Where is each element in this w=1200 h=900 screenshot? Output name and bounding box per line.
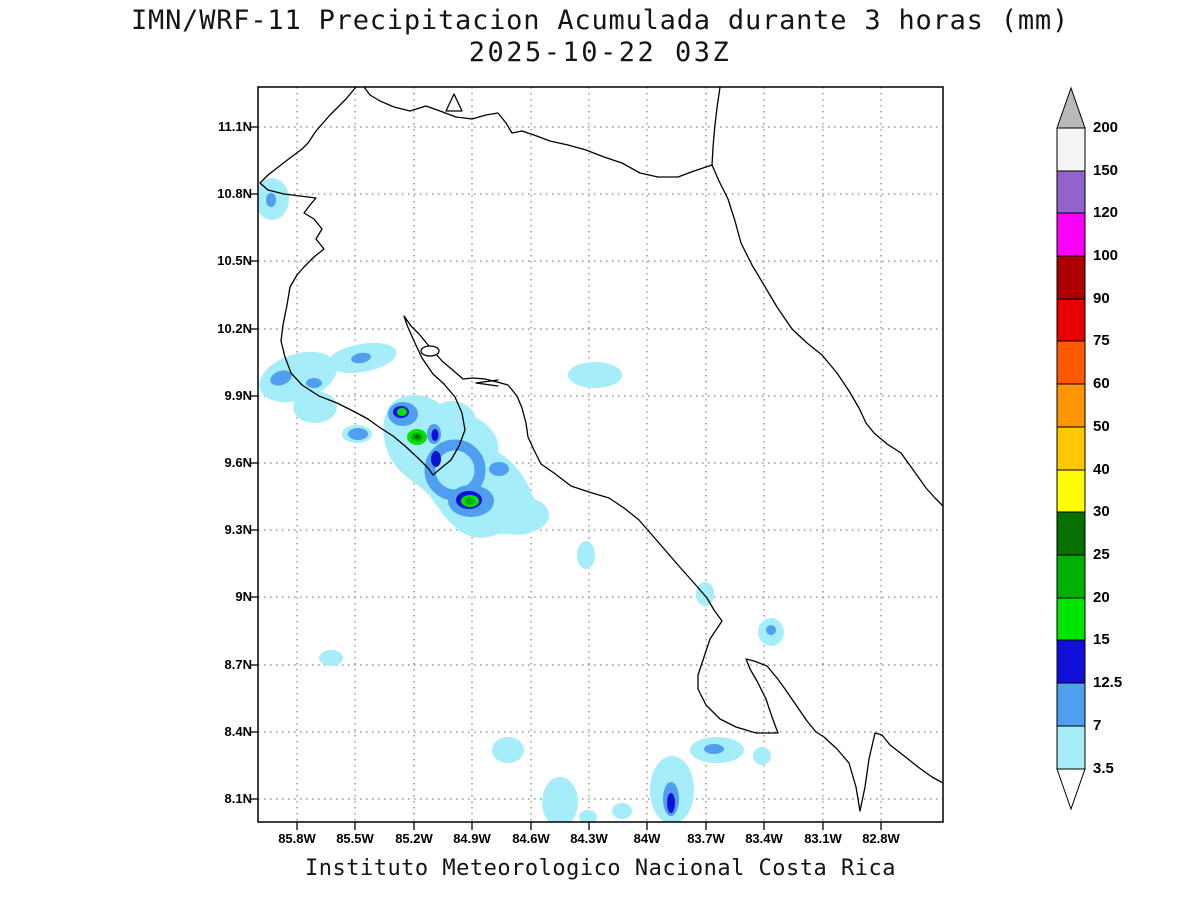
colorbar-band	[1056, 469, 1086, 513]
lat-lon-grid	[258, 87, 943, 822]
colorbar-band	[1056, 298, 1086, 342]
map-canvas	[250, 86, 944, 830]
x-axis-tick-label: 83.4W	[745, 831, 783, 846]
precip-band-25-30	[414, 434, 420, 440]
y-axis-tick-label: 8.4N	[224, 724, 252, 739]
colorbar-band	[1056, 682, 1086, 727]
y-axis-tick-label: 9.3N	[224, 522, 252, 537]
x-axis-tick-label: 85.2W	[395, 831, 433, 846]
colorbar-tick-label: 150	[1093, 162, 1119, 179]
precip-shading	[258, 178, 784, 822]
colorbar-band	[1056, 170, 1086, 214]
y-axis-tick-label: 9N	[235, 589, 252, 604]
colorbar-band	[1056, 340, 1086, 385]
colorbar-tick-label: 20	[1093, 589, 1110, 606]
y-axis-tick-label: 9.9N	[224, 388, 252, 403]
y-axis-tick-label: 10.2N	[217, 321, 252, 336]
figure-title: IMN/WRF-11 Precipitacion Acumulada duran…	[0, 5, 1200, 68]
colorbar-band	[1056, 426, 1086, 471]
colorbar-tick-label: 25	[1093, 546, 1110, 563]
colorbar-tick-label: 120	[1093, 204, 1119, 221]
x-axis-tick-label: 83.1W	[804, 831, 842, 846]
colorbar-tick-label: 7	[1093, 717, 1102, 734]
x-axis-tick-label: 84.6W	[512, 831, 550, 846]
y-axis-tick-label: 9.6N	[224, 455, 252, 470]
axis-ticks	[250, 126, 882, 830]
y-axis-tick-label: 10.5N	[217, 253, 252, 268]
y-axis-tick-label: 10.8N	[217, 186, 252, 201]
colorbar	[1056, 86, 1086, 811]
colorbar-band	[1056, 511, 1086, 556]
lake-nicaragua-shore	[363, 87, 713, 178]
figure-title-line2: 2025-10-22 03Z	[468, 37, 732, 68]
colorbar-tick-label: 30	[1093, 503, 1110, 520]
precip-band-3p5-7	[258, 178, 784, 822]
colorbar-tick-label: 40	[1093, 461, 1110, 478]
lake-island	[445, 93, 463, 112]
x-axis-tick-label: 83.7W	[687, 831, 725, 846]
coastline-caribbean	[711, 87, 943, 507]
chira-island	[420, 345, 440, 357]
x-axis-tick-label: 82.8W	[862, 831, 900, 846]
y-axis-tick-label: 8.1N	[224, 791, 252, 806]
colorbar-tick-label: 90	[1093, 290, 1110, 307]
colorbar-band	[1056, 597, 1086, 641]
coastline-pacific	[259, 87, 943, 812]
colorbar-arrow-below-min	[1056, 768, 1086, 811]
y-axis-tick-label: 11.1N	[218, 119, 252, 134]
colorbar-tick-label: 15	[1093, 631, 1110, 648]
colorbar-tick-label: 3.5	[1093, 760, 1114, 777]
colorbar-tick-label: 100	[1093, 247, 1119, 264]
colorbar-tick-label: 60	[1093, 375, 1110, 392]
colorbar-arrow-above-max	[1056, 86, 1086, 129]
colorbar-tick-label: 200	[1093, 119, 1119, 136]
plot-frame	[257, 86, 944, 823]
colorbar-band	[1056, 255, 1086, 300]
x-axis-tick-label: 84.9W	[453, 831, 491, 846]
x-axis-tick-label: 85.5W	[336, 831, 374, 846]
colorbar-band	[1056, 725, 1086, 770]
colorbar-band	[1056, 383, 1086, 428]
colorbar-band	[1056, 127, 1086, 172]
figure-footer: Instituto Meteorologico Nacional Costa R…	[304, 856, 897, 881]
figure-title-line1: IMN/WRF-11 Precipitacion Acumulada duran…	[130, 5, 1070, 36]
colorbar-band	[1056, 639, 1086, 684]
coastline	[259, 87, 943, 812]
x-axis-tick-label: 84W	[633, 831, 661, 846]
colorbar-tick-label: 50	[1093, 418, 1110, 435]
x-axis-tick-label: 85.8W	[278, 831, 316, 846]
colorbar-band	[1056, 212, 1086, 257]
colorbar-tick-label: 12.5	[1093, 674, 1123, 691]
colorbar-tick-label: 75	[1093, 332, 1110, 349]
puntarenas-spit	[475, 379, 499, 387]
x-axis-tick-label: 84.3W	[570, 831, 608, 846]
colorbar-band	[1056, 554, 1086, 599]
y-axis-tick-label: 8.7N	[224, 657, 252, 672]
